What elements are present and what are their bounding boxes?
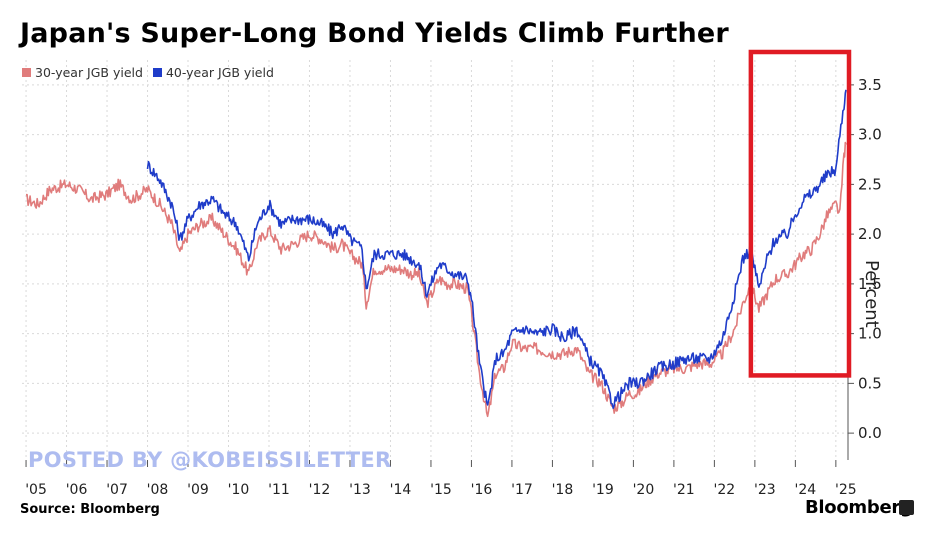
x-tick-label: '19 [592,482,614,498]
x-tick-label: '15 [430,482,452,498]
x-tick-label: '18 [552,482,574,498]
x-tick-label: '25 [835,482,857,498]
y-tick-label: 1.5 [858,275,882,293]
legend: 30-year JGB yield 40-year JGB yield [22,61,284,83]
x-tick-label: '09 [187,482,209,498]
x-tick-label: '21 [673,482,695,498]
source-note: Source: Bloomberg [20,502,160,517]
x-tick-label: '11 [268,482,290,498]
y-tick-label: 1.0 [858,325,882,343]
x-tick-label: '17 [511,482,533,498]
series-group [26,89,847,418]
y-axis-label: Percent [861,260,882,328]
legend-item-30-year: 30-year JGB yield [22,65,143,80]
y-tick-label: 3.0 [858,126,882,144]
grid-lines [22,60,848,458]
highlight-rectangle [748,49,852,378]
series-line-40-year [146,89,847,410]
y-tick-label: 0.0 [858,424,882,442]
legend-item-40-year: 40-year JGB yield [152,64,274,80]
y-axis: 0.0 0.5 1.0 1.5 2.0 2.5 3.0 3.5 [847,54,882,460]
x-tick-label: '20 [633,482,655,498]
x-tick-label: '12 [309,482,331,498]
y-tick-label: 2.5 [858,175,882,193]
brand-logo: Bloomberg [805,497,913,518]
x-tick-label: '14 [390,482,412,498]
y-tick-label: 3.5 [858,76,882,94]
highlight-box [748,49,852,378]
x-tick-label: '08 [147,482,169,498]
x-axis: '05 '06 '07 '08 '09 '10 '11 '12 '13 '14 '15 '16 '17 '… [25,460,857,498]
x-tick-label: '24 [795,482,817,498]
x-tick-label: '07 [106,482,128,498]
x-tick-label: '06 [66,482,88,498]
x-tick-label: '23 [754,482,776,498]
legend-swatch-40-year [152,67,162,77]
x-tick-label: '10 [228,482,250,498]
chart-title: Japan's Super-Long Bond Yields Climb Fur… [20,18,729,49]
brand-chart-icon [899,500,914,515]
legend-label-30-year: 30-year JGB yield [35,64,143,80]
y-tick-label: 0.5 [858,374,882,392]
x-tick-label: '16 [471,482,493,498]
y-tick-label: 2.0 [858,225,882,243]
x-tick-label: '05 [25,482,47,498]
x-tick-label: '13 [349,482,371,498]
legend-label-40-year: 40-year JGB yield [165,64,274,80]
x-tick-label: '22 [714,482,736,498]
legend-swatch-30-year [22,67,31,77]
series-line-30-year [26,141,847,418]
watermark: POSTED BY @KOBEISSILETTER [28,448,392,472]
